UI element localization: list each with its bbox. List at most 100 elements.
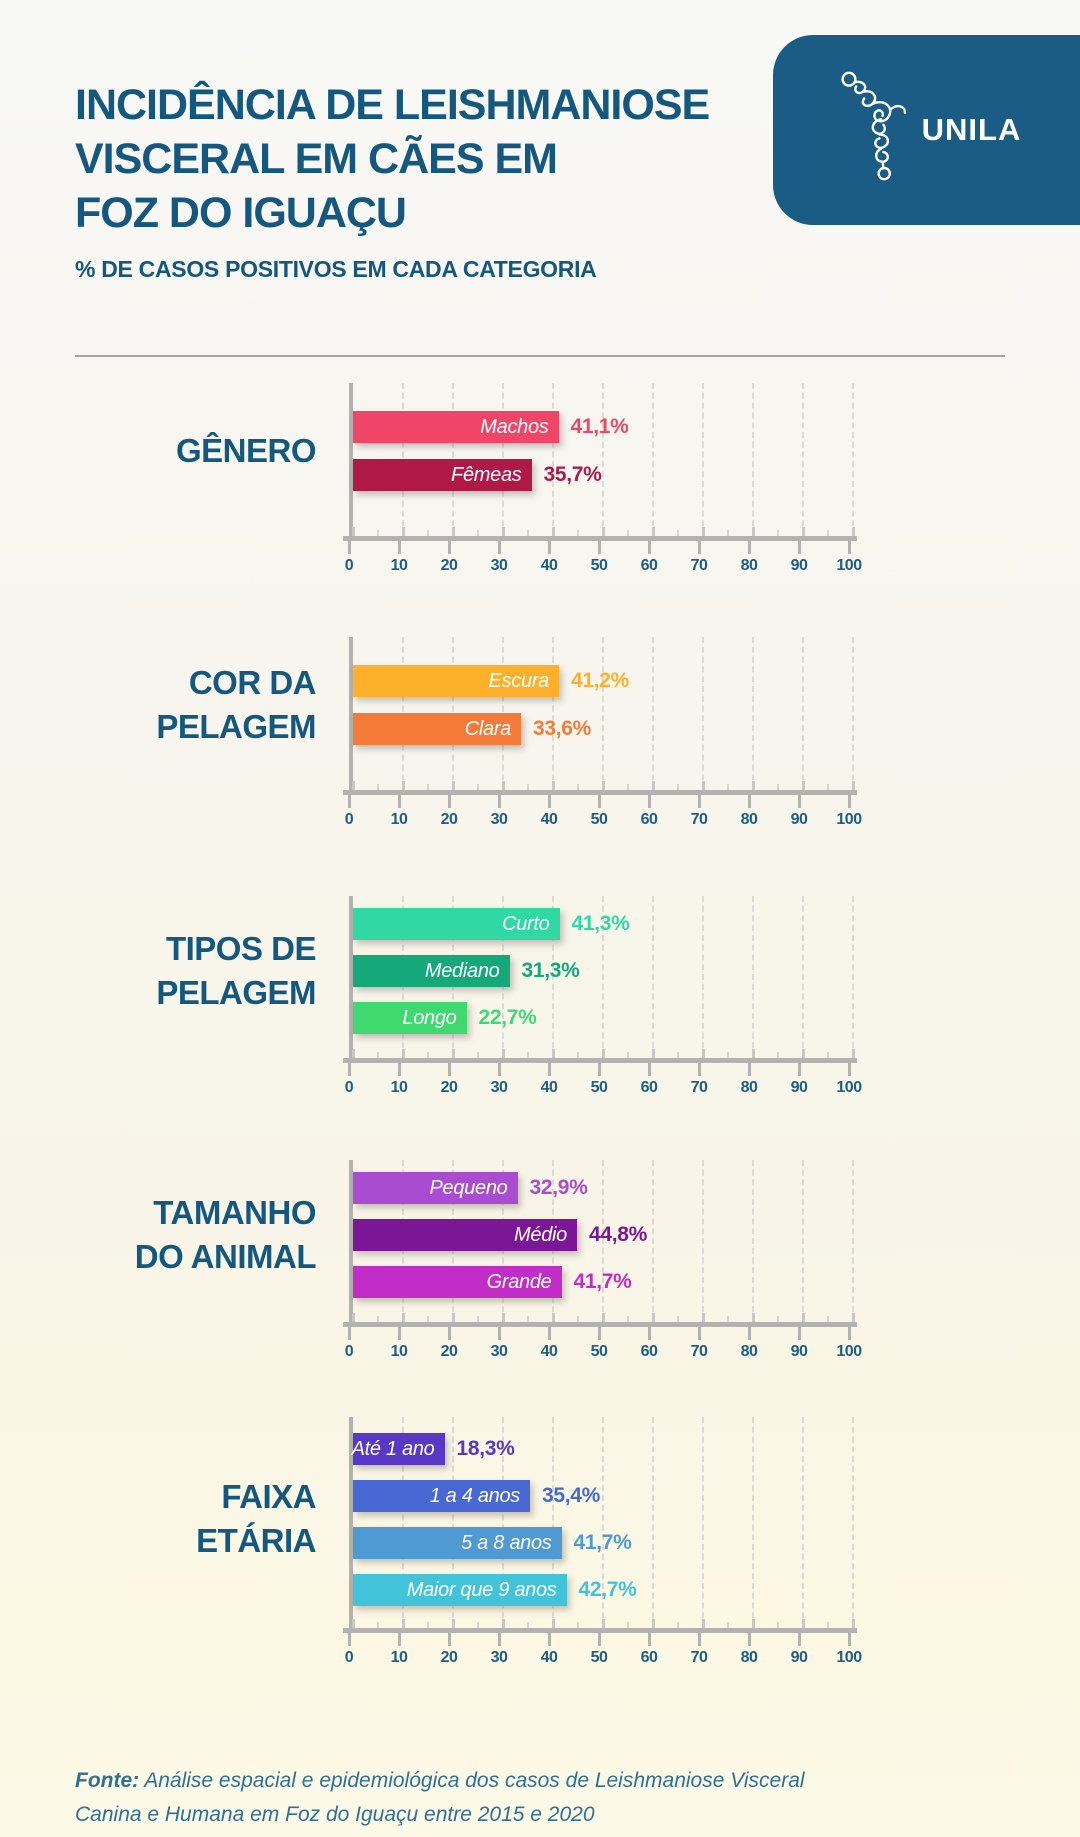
- bar-value: 22,7%: [478, 1006, 537, 1029]
- grid-tick-minor: [727, 530, 729, 536]
- header: INCIDÊNCIA DE LEISHMANIOSE VISCERAL EM C…: [0, 0, 1080, 283]
- grid-tick-minor: [727, 784, 729, 790]
- axis-tick-label: 70: [690, 1343, 708, 1360]
- grid-tick-major: [852, 1049, 855, 1058]
- axis-tick-label: 70: [690, 557, 708, 574]
- axis-tick: [448, 1633, 451, 1646]
- bar: Machos: [353, 411, 559, 443]
- grid-tick-minor: [677, 1052, 679, 1058]
- grid-tick-major: [352, 781, 355, 790]
- bar-row: Pequeno 32,9%: [353, 1172, 853, 1204]
- axis-tick-label: 90: [790, 1079, 808, 1096]
- axis-tick: [348, 541, 351, 554]
- grid-tick-minor: [427, 1052, 429, 1058]
- axis-tick-label: 30: [490, 811, 508, 828]
- grid-tick-minor: [577, 1622, 579, 1628]
- axis-tick: [448, 541, 451, 554]
- bar-row: Curto 41,3%: [353, 908, 853, 940]
- axis-tick-label: 80: [740, 557, 758, 574]
- axis-gridline: [802, 896, 804, 1058]
- grid-tick-major: [652, 527, 655, 536]
- bar-row: Escura 41,2%: [353, 665, 853, 697]
- charts: GÊNERO Machos 41,1% Fêmeas 35,7% 0 10 20 30 40 5…: [0, 383, 1080, 1674]
- axis-tick: [498, 1633, 501, 1646]
- bar: Curto: [353, 908, 560, 940]
- axis-tick-label: 60: [640, 1079, 658, 1096]
- grid-tick-minor: [577, 1316, 579, 1322]
- section-label-line: ETÁRIA: [196, 1522, 316, 1559]
- grid-tick-minor: [677, 530, 679, 536]
- axis-gridline: [752, 896, 754, 1058]
- grid-tick-major: [702, 1619, 705, 1628]
- grid-tick-minor: [577, 784, 579, 790]
- axis-gridline: [702, 383, 704, 536]
- axis-tick-label: 70: [690, 1649, 708, 1666]
- bar: Clara: [353, 713, 521, 745]
- axis-tick: [498, 541, 501, 554]
- axis-gridline: [652, 637, 654, 790]
- axis-tick: [398, 1063, 401, 1076]
- grid-tick-major: [802, 527, 805, 536]
- axis-line: [343, 1058, 857, 1063]
- unila-swirl-icon: [832, 68, 914, 193]
- axis-gridline: [852, 1417, 854, 1628]
- grid-tick-minor: [627, 1622, 629, 1628]
- axis-tick-label: 100: [836, 557, 862, 574]
- source-line: Canina e Humana em Foz do Iguaçu entre 2…: [75, 1803, 595, 1826]
- grid-tick-major: [802, 1049, 805, 1058]
- axis-tick: [548, 1633, 551, 1646]
- bar: Fêmeas: [353, 459, 532, 491]
- grid-tick-minor: [777, 1316, 779, 1322]
- axis-gridline: [602, 1160, 604, 1322]
- bar-value: 35,4%: [542, 1484, 601, 1507]
- axis-tick-label: 20: [440, 1079, 458, 1096]
- axis-tick: [448, 795, 451, 808]
- grid-tick-minor: [627, 1316, 629, 1322]
- grid-tick-minor: [377, 530, 379, 536]
- axis-tick: [398, 1633, 401, 1646]
- grid-tick-major: [352, 1049, 355, 1058]
- bar-row: Até 1 ano 18,3%: [352, 1433, 853, 1465]
- grid-tick-minor: [377, 1622, 379, 1628]
- bar: 5 a 8 anos: [353, 1527, 562, 1559]
- grid-tick-minor: [527, 1052, 529, 1058]
- grid-tick-major: [602, 781, 605, 790]
- source-prefix: Fonte:: [75, 1769, 140, 1792]
- grid-tick-minor: [627, 1052, 629, 1058]
- axis-gridline: [552, 383, 554, 536]
- axis-tick-label: 50: [590, 1079, 608, 1096]
- grid-tick-minor: [477, 1622, 479, 1628]
- axis-tick-label: 50: [590, 1649, 608, 1666]
- grid-tick-major: [602, 1313, 605, 1322]
- axis-gridline: [652, 383, 654, 536]
- axis-tick-label: 0: [344, 1079, 354, 1096]
- grid-tick-major: [652, 1049, 655, 1058]
- axis-tick: [798, 541, 801, 554]
- chart-section: FAIXA ETÁRIA Até 1 ano 18,3% 1 a 4 anos 35,4…: [196, 1417, 909, 1674]
- axis-tick: [848, 1633, 851, 1646]
- header-divider: [75, 355, 1005, 357]
- grid-tick-major: [602, 1049, 605, 1058]
- axis-line: [343, 1322, 857, 1327]
- bar: Até 1 ano: [352, 1433, 445, 1465]
- axis-gridline: [552, 896, 554, 1058]
- axis-gridline: [502, 1417, 504, 1628]
- source-text: Análise espacial e epidemiológica dos ca…: [144, 1769, 805, 1792]
- grid-tick-minor: [827, 1622, 829, 1628]
- bar-value: 42,7%: [578, 1578, 637, 1601]
- grid-tick-minor: [377, 1316, 379, 1322]
- grid-tick-major: [552, 781, 555, 790]
- axis-tick: [398, 795, 401, 808]
- axis-gridline: [802, 383, 804, 536]
- page-title: INCIDÊNCIA DE LEISHMANIOSE VISCERAL EM C…: [75, 78, 1005, 240]
- grid-tick-minor: [777, 530, 779, 536]
- axis-tick: [498, 1063, 501, 1076]
- axis-tick-label: 90: [790, 1343, 808, 1360]
- grid-tick-major: [502, 527, 505, 536]
- axis-tick-label: 0: [344, 811, 354, 828]
- axis-gridline: [752, 637, 754, 790]
- grid-tick-major: [702, 781, 705, 790]
- grid-tick-minor: [527, 1316, 529, 1322]
- axis-tick: [598, 1633, 601, 1646]
- grid-tick-major: [502, 1313, 505, 1322]
